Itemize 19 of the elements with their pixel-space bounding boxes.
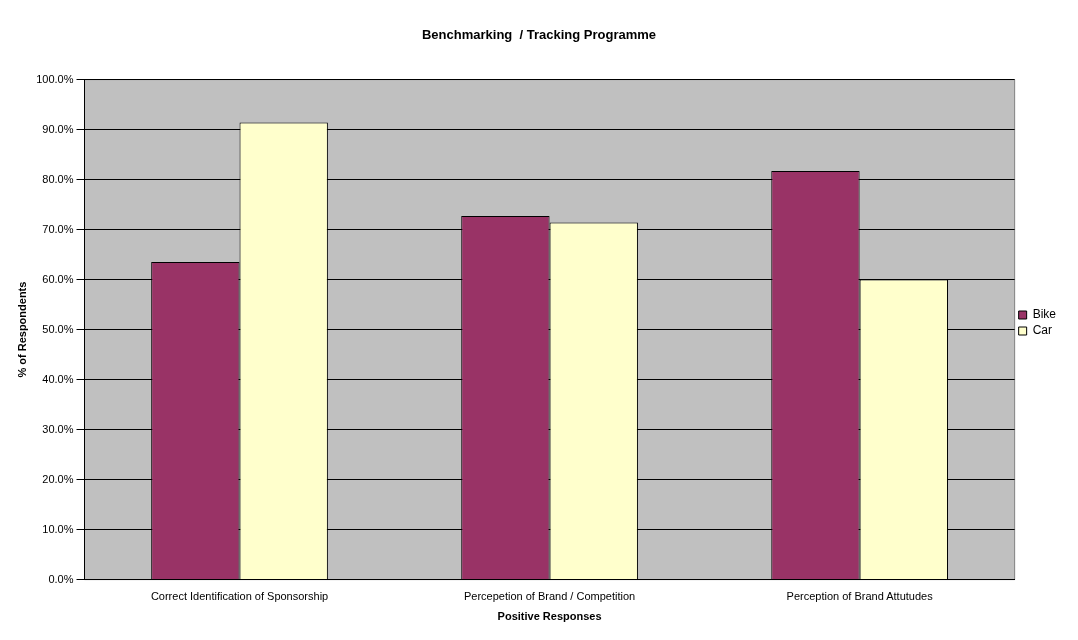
x-tick-label: Correct Identification of Sponsorship: [150, 590, 329, 603]
y-tick-label: 30.0%: [42, 422, 74, 435]
y-tick-label: 70.0%: [42, 222, 74, 235]
y-tick-label: 10.0%: [42, 522, 74, 535]
y-tick-label: 40.0%: [42, 372, 74, 385]
y-tick-label: 20.0%: [42, 472, 74, 485]
x-tick-label: Perception of Brand Attutudes: [786, 590, 934, 603]
y-tick-label: 50.0%: [42, 322, 74, 335]
legend-label: Car: [1032, 323, 1052, 338]
y-tick-label: 90.0%: [42, 122, 74, 135]
y-tick-label: 100.0%: [36, 72, 74, 85]
chart-title: Benchmarking / Tracking Programme: [421, 27, 657, 43]
y-tick-label: 60.0%: [42, 272, 74, 285]
y-tick-label: 0.0%: [48, 572, 74, 585]
x-axis-title: Positive Responses: [497, 610, 602, 623]
legend-label: Bike: [1032, 307, 1057, 322]
y-tick-label: 80.0%: [42, 172, 74, 185]
y-axis-title: % of Respondents: [15, 281, 28, 378]
x-tick-label: Percepetion of Brand / Competition: [463, 590, 636, 603]
